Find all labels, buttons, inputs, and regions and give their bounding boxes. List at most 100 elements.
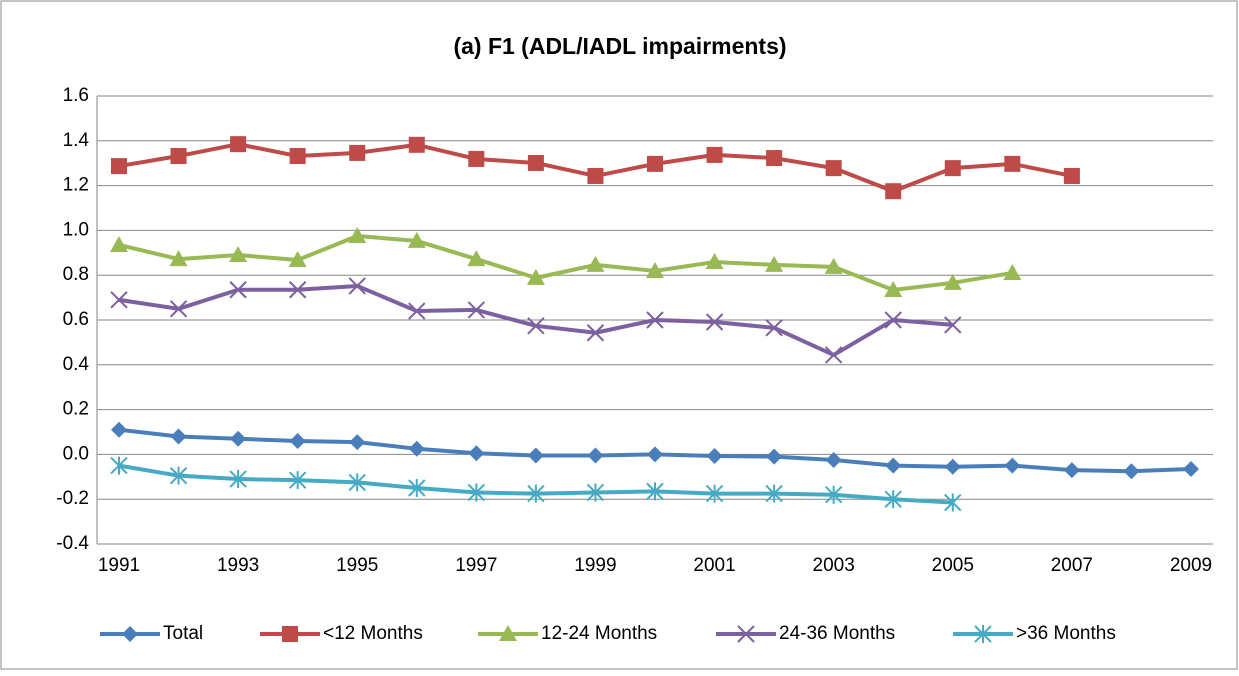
marker: [408, 136, 425, 153]
marker: [348, 473, 366, 492]
x-tick-label: 1995: [336, 555, 378, 576]
marker: [110, 235, 128, 252]
marker: [407, 231, 426, 248]
y-tick-label: 1.6: [63, 85, 89, 106]
legend-label: >36 Months: [1016, 623, 1116, 644]
marker: [885, 457, 902, 474]
marker: [1123, 463, 1140, 480]
marker: [706, 146, 723, 163]
marker: [467, 301, 486, 319]
marker: [647, 446, 663, 463]
marker: [825, 452, 842, 468]
marker: [706, 447, 723, 464]
x-tick-label: 1993: [217, 555, 259, 576]
marker: [288, 281, 307, 299]
marker: [1183, 460, 1199, 477]
marker: [408, 479, 426, 497]
marker: [885, 183, 902, 200]
marker: [348, 227, 367, 243]
x-tick-label: 2003: [813, 555, 855, 576]
marker: [1003, 263, 1022, 280]
marker: [944, 316, 962, 334]
marker: [288, 250, 307, 267]
y-tick-label: -0.4: [56, 533, 89, 554]
marker: [943, 273, 962, 290]
marker: [230, 430, 247, 447]
legend-label: 12-24 Months: [541, 623, 657, 644]
marker: [586, 324, 605, 342]
marker: [944, 160, 961, 177]
marker: [122, 626, 138, 642]
marker: [1063, 462, 1080, 479]
marker: [230, 136, 247, 153]
marker: [884, 280, 903, 297]
marker: [527, 317, 545, 335]
marker: [499, 625, 517, 641]
marker: [467, 483, 486, 502]
marker: [586, 255, 605, 272]
marker: [824, 485, 843, 504]
marker: [737, 625, 755, 643]
marker: [824, 257, 843, 274]
marker: [288, 471, 307, 490]
marker: [765, 484, 783, 503]
marker: [169, 300, 188, 318]
marker: [467, 250, 486, 267]
marker: [765, 319, 783, 337]
marker: [884, 311, 902, 329]
chart-title: (a) F1 (ADL/IADL impairments): [453, 33, 786, 59]
marker: [229, 281, 247, 299]
marker: [468, 150, 485, 167]
legend-label: Total: [163, 623, 203, 644]
x-tick-label: 2007: [1051, 555, 1093, 576]
y-tick-label: 0.2: [63, 399, 89, 420]
marker: [169, 466, 188, 485]
marker: [282, 626, 298, 642]
x-tick-label: 1999: [574, 555, 616, 576]
y-tick-label: 1.0: [63, 219, 89, 240]
marker: [824, 346, 843, 364]
marker: [527, 447, 544, 464]
marker: [408, 302, 426, 320]
y-tick-label: 0.8: [63, 264, 89, 285]
y-tick-label: -0.2: [56, 488, 89, 509]
y-tick-label: 1.4: [63, 130, 90, 151]
marker: [705, 252, 724, 269]
x-tick-label: 2009: [1170, 555, 1212, 576]
marker: [229, 470, 247, 489]
marker: [348, 277, 366, 295]
marker: [170, 428, 187, 445]
y-tick-label: 0.4: [63, 354, 90, 375]
legend-label: 24-36 Months: [779, 623, 895, 644]
x-tick-label: 2001: [693, 555, 735, 576]
marker: [944, 458, 961, 475]
marker: [110, 291, 128, 309]
x-tick-label: 1997: [455, 555, 497, 576]
marker: [289, 432, 306, 449]
series-line: [118, 234, 1013, 292]
x-tick-label: 2005: [932, 555, 974, 576]
marker: [468, 445, 485, 462]
marker: [1004, 155, 1021, 172]
marker: [944, 493, 962, 512]
marker: [111, 158, 127, 175]
x-tick-label: 1991: [98, 555, 140, 576]
marker: [408, 440, 425, 457]
marker: [825, 160, 842, 177]
marker: [229, 246, 248, 263]
marker: [349, 434, 366, 451]
marker: [646, 311, 664, 329]
marker: [587, 447, 604, 464]
marker: [705, 484, 724, 503]
marker: [527, 154, 544, 171]
marker: [766, 448, 783, 465]
marker: [646, 261, 664, 278]
marker: [349, 144, 366, 161]
marker: [111, 421, 127, 438]
marker: [169, 250, 188, 267]
marker: [587, 167, 604, 184]
y-tick-label: 0.6: [63, 309, 89, 330]
marker: [1063, 167, 1080, 184]
